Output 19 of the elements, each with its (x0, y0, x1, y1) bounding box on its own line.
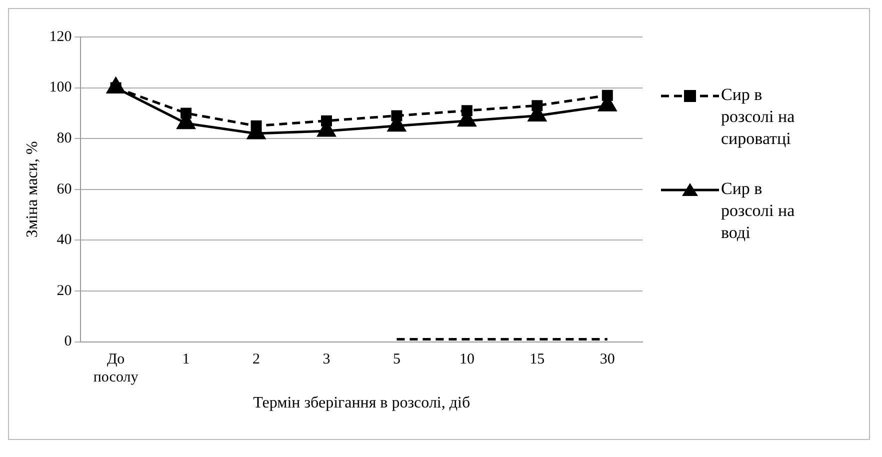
y-tick-label: 40 (56, 232, 72, 248)
x-tick-label: 1 (182, 352, 190, 368)
x-tick-label: 3 (322, 352, 330, 368)
x-axis-title: Термін зберігання в розсолі, діб (253, 394, 470, 412)
y-axis-title: Зміна маси, % (24, 141, 41, 238)
x-tick-label: До посолу (93, 352, 139, 386)
y-tick-label: 80 (56, 130, 72, 147)
x-tick-label: 2 (252, 352, 260, 368)
y-tick-label: 20 (56, 282, 72, 299)
x-tick-label: 10 (459, 352, 474, 368)
y-tick-label: 100 (49, 80, 72, 96)
y-tick-label: 120 (49, 28, 72, 45)
legend-label: Сир в розсолі на сироватці (721, 84, 796, 150)
legend-label: Сир в розсолі на воді (721, 178, 796, 244)
x-tick-label: 30 (600, 352, 615, 368)
y-tick-label: 60 (56, 181, 72, 198)
x-tick-label: 15 (530, 352, 545, 368)
x-tick-label: 5 (392, 352, 400, 368)
y-tick-label: 0 (64, 334, 72, 350)
